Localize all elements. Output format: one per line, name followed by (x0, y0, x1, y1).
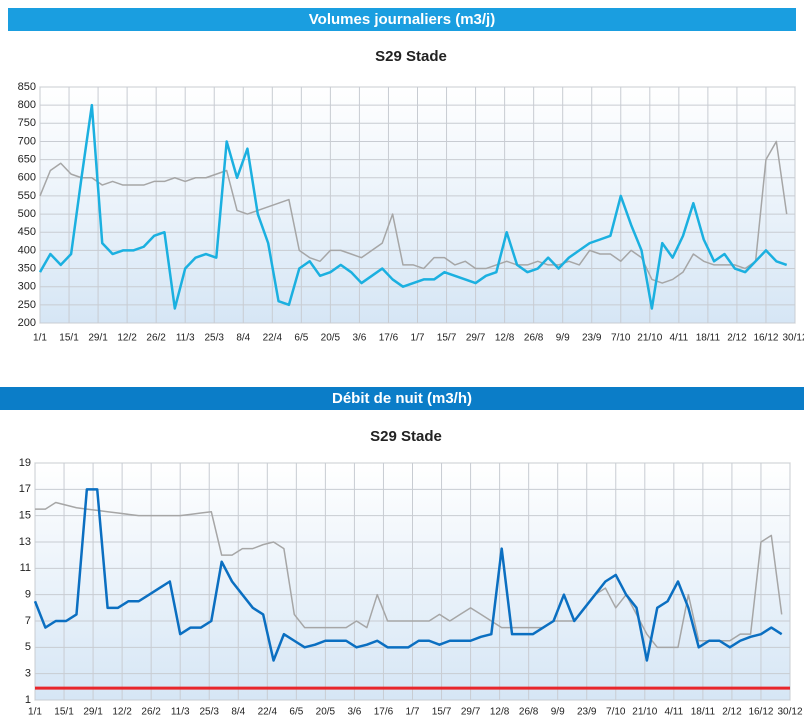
x-tick-label: 20/5 (316, 707, 336, 718)
x-tick-label: 8/4 (231, 707, 245, 718)
y-tick-label: 15 (19, 510, 31, 522)
y-tick-label: 7 (25, 615, 31, 627)
x-tick-label: 25/3 (199, 707, 219, 718)
x-tick-label: 22/4 (258, 707, 278, 718)
y-tick-label: 500 (18, 208, 36, 220)
x-tick-label: 26/2 (141, 707, 161, 718)
x-tick-label: 2/12 (722, 707, 742, 718)
x-tick-label: 1/1 (33, 333, 47, 344)
x-tick-label: 18/11 (696, 333, 721, 344)
x-tick-label: 17/6 (379, 333, 399, 344)
y-tick-label: 5 (25, 641, 31, 653)
chart-title: S29 Stade (370, 428, 442, 445)
x-tick-label: 22/4 (263, 333, 283, 344)
x-tick-label: 25/3 (204, 333, 224, 344)
y-tick-label: 17 (19, 483, 31, 495)
x-tick-label: 15/7 (432, 707, 452, 718)
y-tick-label: 450 (18, 226, 36, 238)
x-tick-label: 26/8 (519, 707, 539, 718)
data-line (38, 103, 788, 310)
x-tick-label: 4/11 (664, 707, 683, 718)
y-tick-label: 350 (18, 262, 36, 274)
x-tick-label: 29/1 (83, 707, 103, 718)
x-tick-label: 9/9 (556, 333, 570, 344)
x-tick-label: 23/9 (582, 333, 602, 344)
x-tick-label: 16/12 (748, 707, 773, 718)
x-tick-label: 30/12 (782, 333, 804, 344)
x-tick-label: 8/4 (236, 333, 250, 344)
x-tick-label: 23/9 (577, 707, 597, 718)
x-tick-label: 2/12 (727, 333, 747, 344)
y-tick-label: 700 (18, 135, 36, 147)
x-tick-label: 1/7 (406, 707, 420, 718)
y-tick-label: 650 (18, 154, 36, 166)
x-tick-label: 1/1 (28, 707, 42, 718)
y-tick-label: 200 (18, 317, 36, 329)
data-line (33, 488, 783, 662)
y-tick-label: 1 (25, 694, 31, 706)
x-tick-label: 3/6 (347, 707, 361, 718)
x-tick-label: 12/2 (112, 707, 132, 718)
x-tick-label: 7/10 (606, 707, 626, 718)
x-tick-label: 12/8 (495, 333, 515, 344)
x-tick-label: 9/9 (551, 707, 565, 718)
x-tick-label: 21/10 (637, 333, 662, 344)
x-tick-label: 12/8 (490, 707, 510, 718)
y-tick-label: 750 (18, 117, 36, 129)
section-header: Volumes journaliers (m3/j) (8, 8, 796, 31)
y-tick-label: 250 (18, 299, 36, 311)
x-tick-label: 11/3 (176, 333, 195, 344)
x-tick-label: 1/7 (411, 333, 425, 344)
x-tick-label: 15/1 (54, 707, 74, 718)
x-tick-label: 26/2 (146, 333, 166, 344)
x-tick-label: 20/5 (321, 333, 341, 344)
x-tick-label: 7/10 (611, 333, 631, 344)
x-tick-label: 15/1 (59, 333, 79, 344)
y-tick-label: 550 (18, 190, 36, 202)
x-tick-label: 4/11 (669, 333, 688, 344)
y-tick-label: 3 (25, 668, 31, 680)
y-tick-label: 9 (25, 589, 31, 601)
y-tick-label: 13 (19, 536, 31, 548)
data-line (39, 140, 788, 284)
y-tick-label: 400 (18, 244, 36, 256)
x-tick-label: 29/7 (461, 707, 481, 718)
x-tick-label: 17/6 (374, 707, 394, 718)
chart-title: S29 Stade (375, 48, 447, 65)
x-tick-label: 26/8 (524, 333, 544, 344)
x-tick-label: 16/12 (753, 333, 778, 344)
y-tick-label: 800 (18, 99, 36, 111)
x-tick-label: 15/7 (437, 333, 457, 344)
y-tick-label: 850 (18, 81, 36, 93)
x-tick-label: 12/2 (117, 333, 137, 344)
x-tick-label: 6/5 (289, 707, 303, 718)
x-tick-label: 21/10 (632, 707, 657, 718)
data-line (35, 501, 783, 649)
y-tick-label: 19 (19, 457, 31, 469)
x-tick-label: 29/1 (88, 333, 108, 344)
y-tick-label: 600 (18, 172, 36, 184)
x-tick-label: 30/12 (777, 707, 802, 718)
y-tick-label: 300 (18, 281, 36, 293)
x-tick-label: 6/5 (294, 333, 308, 344)
y-tick-label: 11 (20, 562, 31, 574)
x-tick-label: 18/11 (691, 707, 716, 718)
chart: S29 Stade 200 250 300 350 400 450 500 550 600 650… (18, 48, 804, 344)
section-header: Débit de nuit (m3/h) (0, 387, 804, 410)
x-tick-label: 11/3 (171, 707, 190, 718)
x-tick-label: 3/6 (352, 333, 366, 344)
x-tick-label: 29/7 (466, 333, 486, 344)
